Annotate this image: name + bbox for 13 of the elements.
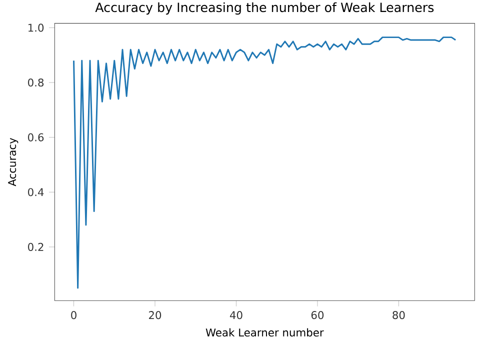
x-tick-label: 40 xyxy=(230,311,242,320)
y-tick-label: 0.6 xyxy=(28,133,44,142)
y-tick-label: 0.4 xyxy=(28,188,44,196)
y-tick-label: 1.0 xyxy=(28,24,44,32)
y-tick-label: 0.2 xyxy=(28,242,44,251)
x-tick-label: 0 xyxy=(71,311,76,320)
chart-title: Accuracy by Increasing the number of Weak Learners xyxy=(95,2,434,15)
x-axis-title: Weak Learner number xyxy=(206,328,324,337)
y-axis-title: Accuracy xyxy=(8,138,18,186)
y-tick-label: 0.8 xyxy=(28,78,44,87)
x-tick-label: 60 xyxy=(311,311,324,320)
x-tick-label: 80 xyxy=(392,311,405,320)
x-tick-label: 20 xyxy=(148,311,162,320)
